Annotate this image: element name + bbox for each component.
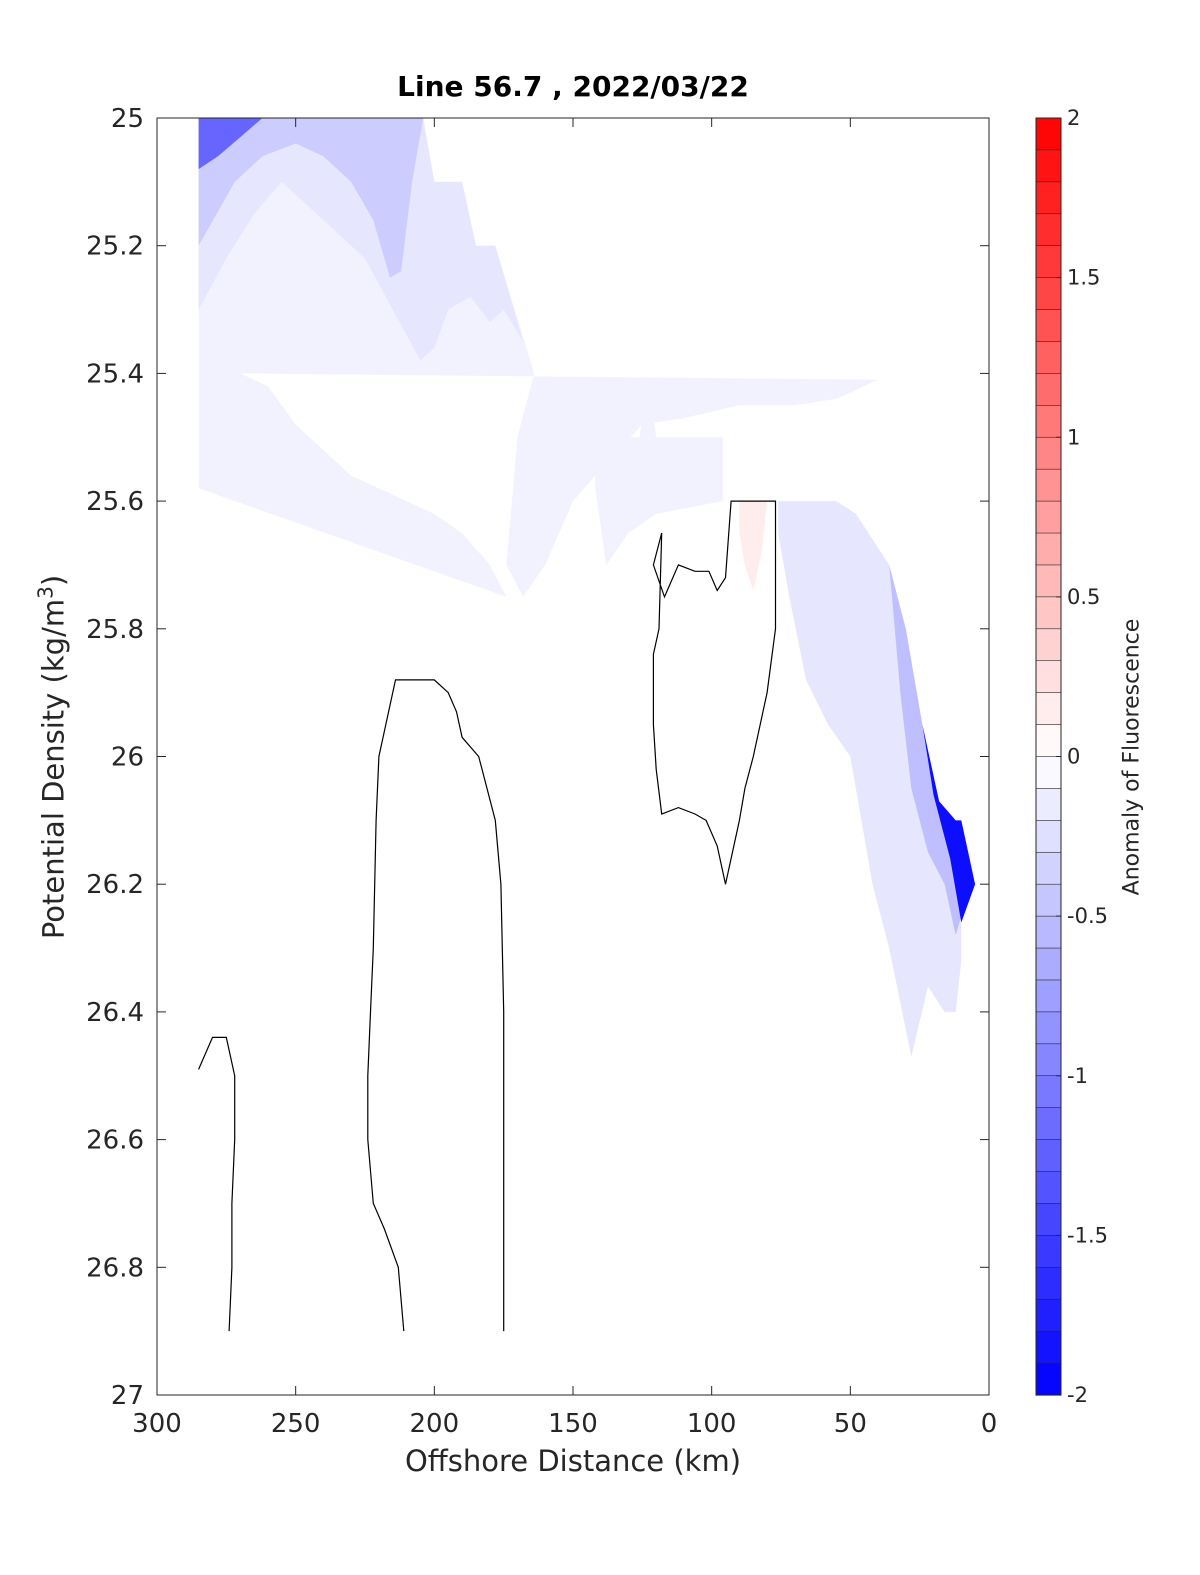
chart-title: Line 56.7 , 2022/03/22 xyxy=(397,70,749,103)
y-tick-label: 26.4 xyxy=(86,998,144,1028)
y-axis-label-text: Potential Density (kg/m xyxy=(36,598,71,940)
colorbar-swatch xyxy=(1035,1107,1062,1141)
y-tick-label: 25.8 xyxy=(86,615,144,645)
colorbar-tick-label: -1 xyxy=(1067,1064,1088,1088)
colorbar-swatch xyxy=(1035,1043,1062,1077)
y-axis-label-close: ) xyxy=(36,574,71,587)
colorbar-tick-label: 2 xyxy=(1067,106,1080,130)
colorbar-swatch xyxy=(1035,692,1062,726)
y-tick-label: 26 xyxy=(111,743,144,773)
filled-region-2 xyxy=(198,118,524,361)
colorbar-swatch xyxy=(1035,500,1062,534)
y-tick-label: 25.4 xyxy=(86,359,144,389)
colorbar-swatch xyxy=(1035,851,1062,885)
colorbar-swatch xyxy=(1035,532,1062,566)
colorbar-swatch xyxy=(1035,1235,1062,1268)
filled-region-5 xyxy=(595,373,723,565)
colorbar-swatch xyxy=(1035,373,1062,406)
colorbar-swatch xyxy=(1035,1330,1062,1364)
y-tick-label: 25.6 xyxy=(86,487,144,517)
contour-line-3 xyxy=(652,500,777,885)
x-tick-label: 0 xyxy=(981,1409,998,1439)
colorbar-swatch xyxy=(1035,915,1062,949)
x-tick-label: 100 xyxy=(687,1409,737,1439)
y-tick-label: 25.2 xyxy=(86,232,144,262)
colorbar-swatch xyxy=(1035,1298,1062,1332)
x-tick-label: 150 xyxy=(548,1409,598,1439)
colorbar-swatch xyxy=(1035,1075,1062,1109)
colorbar-tick-label: 1 xyxy=(1067,425,1080,449)
colorbar-swatch xyxy=(1035,660,1062,694)
colorbar-swatch xyxy=(1035,1267,1062,1300)
colorbar-tick-label: 0 xyxy=(1067,745,1080,769)
colorbar-swatch xyxy=(1035,309,1062,343)
colorbar-tick-label: -1.5 xyxy=(1067,1223,1108,1247)
x-tick-label: 200 xyxy=(410,1409,460,1439)
x-tick-label: 300 xyxy=(132,1409,182,1439)
colorbar-swatch xyxy=(1035,947,1062,981)
colorbar-swatch xyxy=(1035,788,1062,821)
contour-line-1 xyxy=(198,1036,236,1332)
x-axis-label: Offshore Distance (km) xyxy=(404,1444,742,1478)
colorbar-swatch xyxy=(1035,436,1062,470)
y-axis-label: Potential Density (kg/m3) xyxy=(34,575,71,939)
colorbar-swatch xyxy=(1035,1203,1062,1236)
colorbar-swatch xyxy=(1035,117,1062,151)
colorbar: 2 1.5 1 0.5 0 -0.5 -1 -1.5 -2 xyxy=(1035,106,1108,1407)
y-axis-label-superscript: 3 xyxy=(33,586,58,599)
filled-region-3 xyxy=(198,118,424,278)
filled-region-6 xyxy=(778,501,962,1057)
y-tick-label: 27 xyxy=(111,1381,144,1411)
colorbar-tick-label: 1.5 xyxy=(1067,266,1100,290)
colorbar-swatch xyxy=(1035,724,1062,758)
colorbar-label: Anomaly of Fluorescence xyxy=(1119,618,1145,896)
colorbar-swatch xyxy=(1035,181,1062,215)
y-tick-label: 25 xyxy=(111,104,144,134)
colorbar-swatch xyxy=(1035,1362,1062,1396)
x-tick-label: 250 xyxy=(271,1409,321,1439)
colorbar-tick-label: -0.5 xyxy=(1067,904,1108,928)
colorbar-swatch xyxy=(1035,468,1062,502)
colorbar-swatch xyxy=(1035,820,1062,853)
colorbar-swatch xyxy=(1035,883,1062,917)
colorbar-swatch xyxy=(1035,1139,1062,1173)
contour-lines xyxy=(198,500,777,1332)
colorbar-swatch xyxy=(1035,1011,1062,1045)
x-tick-label: 50 xyxy=(834,1409,867,1439)
y-tick-label: 26.8 xyxy=(86,1253,144,1283)
filled-region-9 xyxy=(739,501,768,591)
colorbar-swatch xyxy=(1035,341,1062,375)
filled-contours xyxy=(198,118,976,1057)
colorbar-swatch xyxy=(1035,1171,1062,1205)
filled-region-8 xyxy=(922,724,976,923)
filled-region-4 xyxy=(198,118,263,170)
colorbar-tick-label: 0.5 xyxy=(1067,585,1100,609)
colorbar-swatch xyxy=(1035,213,1062,247)
colorbar-swatch xyxy=(1035,277,1062,311)
axis-ticks: 300 250 200 150 100 50 0 25 25.2 25.4 25.6 25.8 26 26… xyxy=(86,104,997,1439)
contour-line-2 xyxy=(367,679,505,1332)
colorbar-swatch xyxy=(1035,979,1062,1013)
colorbar-swatch xyxy=(1035,245,1062,279)
colorbar-swatch xyxy=(1035,756,1062,790)
colorbar-swatch xyxy=(1035,405,1062,438)
colorbar-swatch xyxy=(1035,149,1062,183)
colorbar-swatch xyxy=(1035,564,1062,598)
y-tick-label: 26.2 xyxy=(86,870,144,900)
colorbar-swatch xyxy=(1035,596,1062,630)
y-tick-label: 26.6 xyxy=(86,1126,144,1156)
colorbar-tick-label: -2 xyxy=(1067,1383,1088,1407)
colorbar-swatch xyxy=(1035,628,1062,662)
